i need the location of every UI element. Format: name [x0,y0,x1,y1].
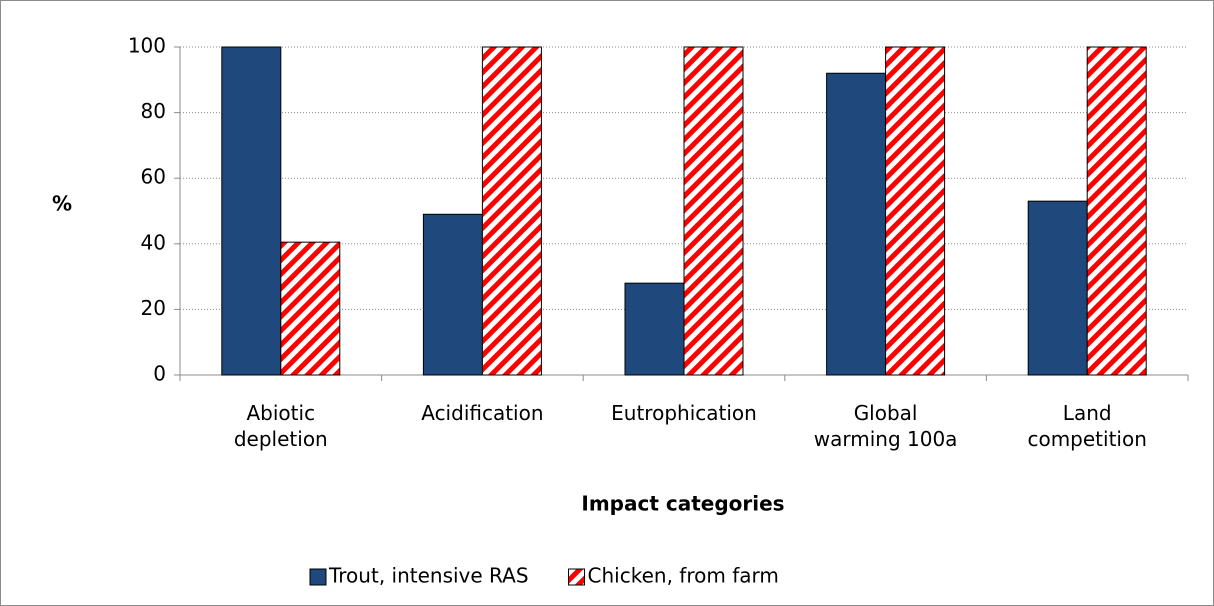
y-tick-label: 80 [141,99,166,123]
legend-label: Trout, intensive RAS [328,564,529,588]
y-axis-title: % [52,192,72,216]
legend-label: Chicken, from farm [588,564,779,588]
bar [1027,200,1088,376]
bar [624,282,685,376]
x-tick-label: Land competition [1027,401,1147,451]
legend-swatch [568,568,586,586]
x-tick-label: Abiotic depletion [233,401,328,451]
y-tick-label: 100 [128,34,166,58]
bar [221,46,282,376]
bar [422,213,483,376]
x-tick-label: Global warming 100a [813,401,958,451]
y-tick-label: 0 [153,362,166,386]
x-tick-label-box: Global warming 100a [786,400,986,452]
x-tick-label: Eutrophication [611,401,757,425]
y-tick-label: 60 [141,165,166,189]
bar [1086,46,1147,376]
legend-swatch [309,568,327,586]
x-tick-label-box: Eutrophication [584,400,784,426]
x-axis-title: Impact categories [581,492,784,516]
x-tick-label-box: Abiotic depletion [181,400,381,452]
x-tick-label-box: Acidification [382,400,582,426]
x-tick-label-box: Land competition [987,400,1187,452]
bar [826,72,887,376]
y-tick-label: 20 [141,296,166,320]
bar [683,46,744,376]
bar [481,46,542,376]
bar [280,241,341,376]
bar [885,46,946,376]
y-tick-label: 40 [141,230,166,254]
x-tick-label: Acidification [421,401,544,425]
